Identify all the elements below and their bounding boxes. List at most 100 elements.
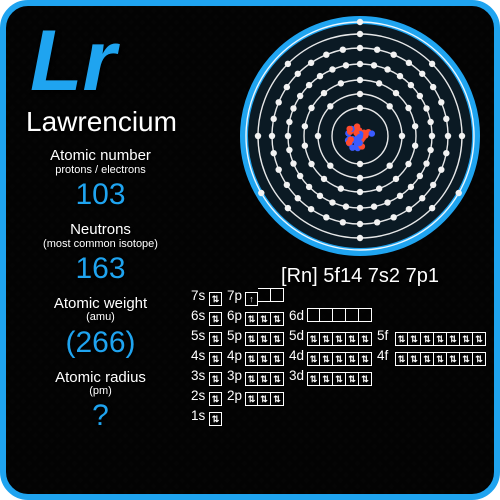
atom-diagram-panel: [Rn] 5f14 7s2 7p1 <box>240 16 480 288</box>
orbital-label: 6s <box>191 306 209 325</box>
orbital-box: ⇅ <box>333 372 346 386</box>
orbital-box: ↑ <box>245 292 258 306</box>
orbital-box: ⇅ <box>209 352 222 366</box>
orbital-label: 5p <box>227 326 245 345</box>
orbital-row: 4s⇅4p⇅⇅⇅4d⇅⇅⇅⇅⇅4f⇅⇅⇅⇅⇅⇅⇅ <box>191 346 486 366</box>
orbital-box: ⇅ <box>473 332 486 346</box>
orbital-label: 4s <box>191 346 209 365</box>
orbital-box: ⇅ <box>421 352 434 366</box>
properties-panel: Atomic numberprotons / electrons 103 Neutr… <box>18 148 183 443</box>
orbital-box: ⇅ <box>258 392 271 406</box>
orbital-box: ⇅ <box>346 332 359 346</box>
orbital-box: ⇅ <box>434 332 447 346</box>
property-label: Neutrons <box>18 222 183 238</box>
orbital-box: ⇅ <box>258 332 271 346</box>
property-value: ? <box>18 399 183 433</box>
orbital-box: ⇅ <box>333 352 346 366</box>
orbital-label: 2s <box>191 386 209 405</box>
property-label: Atomic weight <box>18 296 183 312</box>
orbital-box: ⇅ <box>346 372 359 386</box>
orbital-box <box>333 308 346 322</box>
property-block: Atomic numberprotons / electrons 103 <box>18 148 183 212</box>
orbital-box: ⇅ <box>447 352 460 366</box>
orbital-box: ⇅ <box>408 332 421 346</box>
orbital-box: ⇅ <box>359 372 372 386</box>
orbital-box: ⇅ <box>408 352 421 366</box>
orbital-label: 2p <box>227 386 245 405</box>
orbital-row: 1s⇅ <box>191 406 486 426</box>
orbital-label: 5f <box>377 326 395 345</box>
orbital-box: ⇅ <box>245 392 258 406</box>
property-value: 103 <box>18 178 183 212</box>
property-sublabel: (amu) <box>18 311 183 323</box>
orbital-box: ⇅ <box>209 392 222 406</box>
orbital-box: ⇅ <box>346 352 359 366</box>
orbital-box: ⇅ <box>359 332 372 346</box>
orbital-box: ⇅ <box>245 332 258 346</box>
orbital-box <box>258 288 271 302</box>
orbital-label: 5d <box>289 326 307 345</box>
orbital-row: 2s⇅2p⇅⇅⇅ <box>191 386 486 406</box>
property-sublabel: (pm) <box>18 385 183 397</box>
orbital-box: ⇅ <box>209 372 222 386</box>
property-value: 163 <box>18 252 183 286</box>
orbital-box: ⇅ <box>307 372 320 386</box>
orbital-box: ⇅ <box>447 332 460 346</box>
orbital-box: ⇅ <box>333 332 346 346</box>
orbital-box: ⇅ <box>307 332 320 346</box>
orbital-box: ⇅ <box>209 412 222 426</box>
property-label: Atomic number <box>18 148 183 164</box>
orbital-box: ⇅ <box>359 352 372 366</box>
orbital-box: ⇅ <box>421 332 434 346</box>
orbital-label: 7s <box>191 286 209 305</box>
orbital-box: ⇅ <box>460 332 473 346</box>
property-value: (266) <box>18 326 183 360</box>
orbital-box: ⇅ <box>271 332 284 346</box>
orbital-box: ⇅ <box>209 332 222 346</box>
orbital-label: 5s <box>191 326 209 345</box>
orbital-box: ⇅ <box>320 332 333 346</box>
element-symbol: Lr <box>30 12 116 111</box>
orbital-box: ⇅ <box>271 392 284 406</box>
orbital-box <box>307 308 320 322</box>
orbital-label: 3p <box>227 366 245 385</box>
property-sublabel: protons / electrons <box>18 164 183 176</box>
property-block: Atomic weight(amu) (266) <box>18 296 183 360</box>
orbital-diagram: 7s⇅7p↑6s⇅6p⇅⇅⇅6d5s⇅5p⇅⇅⇅5d⇅⇅⇅⇅⇅5f⇅⇅⇅⇅⇅⇅⇅… <box>191 286 486 426</box>
orbital-box: ⇅ <box>460 352 473 366</box>
element-card: Lr Lawrencium Atomic numberprotons / ele… <box>0 0 500 500</box>
orbital-box: ⇅ <box>395 332 408 346</box>
orbital-box: ⇅ <box>307 352 320 366</box>
orbital-box: ⇅ <box>473 352 486 366</box>
orbital-box: ⇅ <box>320 372 333 386</box>
orbital-box: ⇅ <box>245 372 258 386</box>
property-sublabel: (most common isotope) <box>18 238 183 250</box>
orbital-row: 5s⇅5p⇅⇅⇅5d⇅⇅⇅⇅⇅5f⇅⇅⇅⇅⇅⇅⇅ <box>191 326 486 346</box>
property-block: Atomic radius(pm)? <box>18 370 183 434</box>
electron-configuration: [Rn] 5f14 7s2 7p1 <box>240 265 480 288</box>
orbital-label: 6p <box>227 306 245 325</box>
orbital-label: 4d <box>289 346 307 365</box>
orbital-row: 3s⇅3p⇅⇅⇅3d⇅⇅⇅⇅⇅ <box>191 366 486 386</box>
property-block: Neutrons(most common isotope) 163 <box>18 222 183 286</box>
orbital-box: ⇅ <box>258 312 271 326</box>
orbital-row: 7s⇅7p↑ <box>191 286 486 306</box>
orbital-box: ⇅ <box>209 292 222 306</box>
orbital-label: 3d <box>289 366 307 385</box>
orbital-box <box>346 308 359 322</box>
orbital-label: 4f <box>377 346 395 365</box>
orbital-label: 6d <box>289 306 307 325</box>
property-label: Atomic radius <box>18 370 183 386</box>
orbital-box: ⇅ <box>209 312 222 326</box>
orbital-box: ⇅ <box>245 352 258 366</box>
orbital-box <box>359 308 372 322</box>
orbital-box: ⇅ <box>245 312 258 326</box>
orbital-box: ⇅ <box>258 352 271 366</box>
orbital-box: ⇅ <box>434 352 447 366</box>
orbital-box: ⇅ <box>271 352 284 366</box>
orbital-box: ⇅ <box>395 352 408 366</box>
orbital-label: 1s <box>191 406 209 425</box>
orbital-box: ⇅ <box>271 312 284 326</box>
orbital-label: 3s <box>191 366 209 385</box>
orbital-box: ⇅ <box>271 372 284 386</box>
